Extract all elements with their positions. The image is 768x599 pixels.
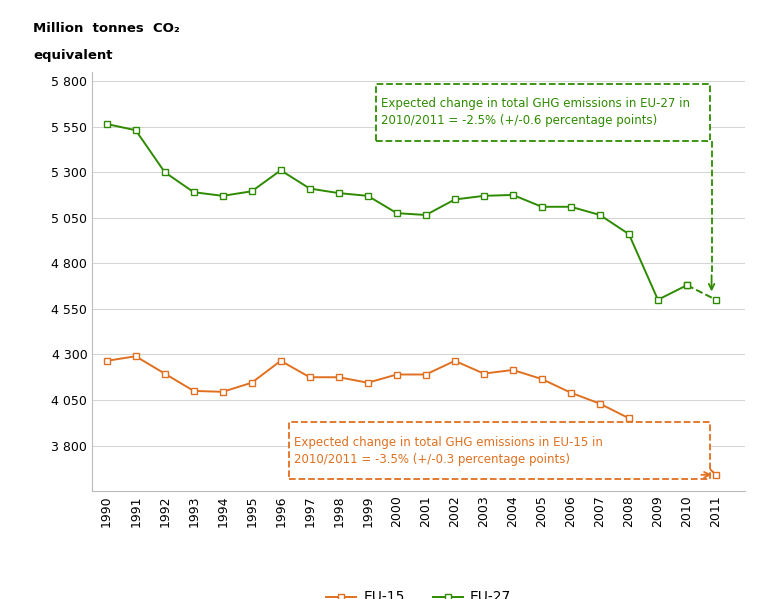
- Text: Million  tonnes  CO₂: Million tonnes CO₂: [33, 22, 180, 35]
- Legend: EU-15, EU-27: EU-15, EU-27: [320, 585, 517, 599]
- Text: Expected change in total GHG emissions in EU-27 in
2010/2011 = -2.5% (+/-0.6 per: Expected change in total GHG emissions i…: [381, 98, 690, 128]
- Text: equivalent: equivalent: [33, 49, 113, 62]
- Bar: [376, 84, 710, 141]
- Bar: [290, 422, 710, 479]
- Text: Expected change in total GHG emissions in EU-15 in
2010/2011 = -3.5% (+/-0.3 per: Expected change in total GHG emissions i…: [294, 435, 603, 465]
